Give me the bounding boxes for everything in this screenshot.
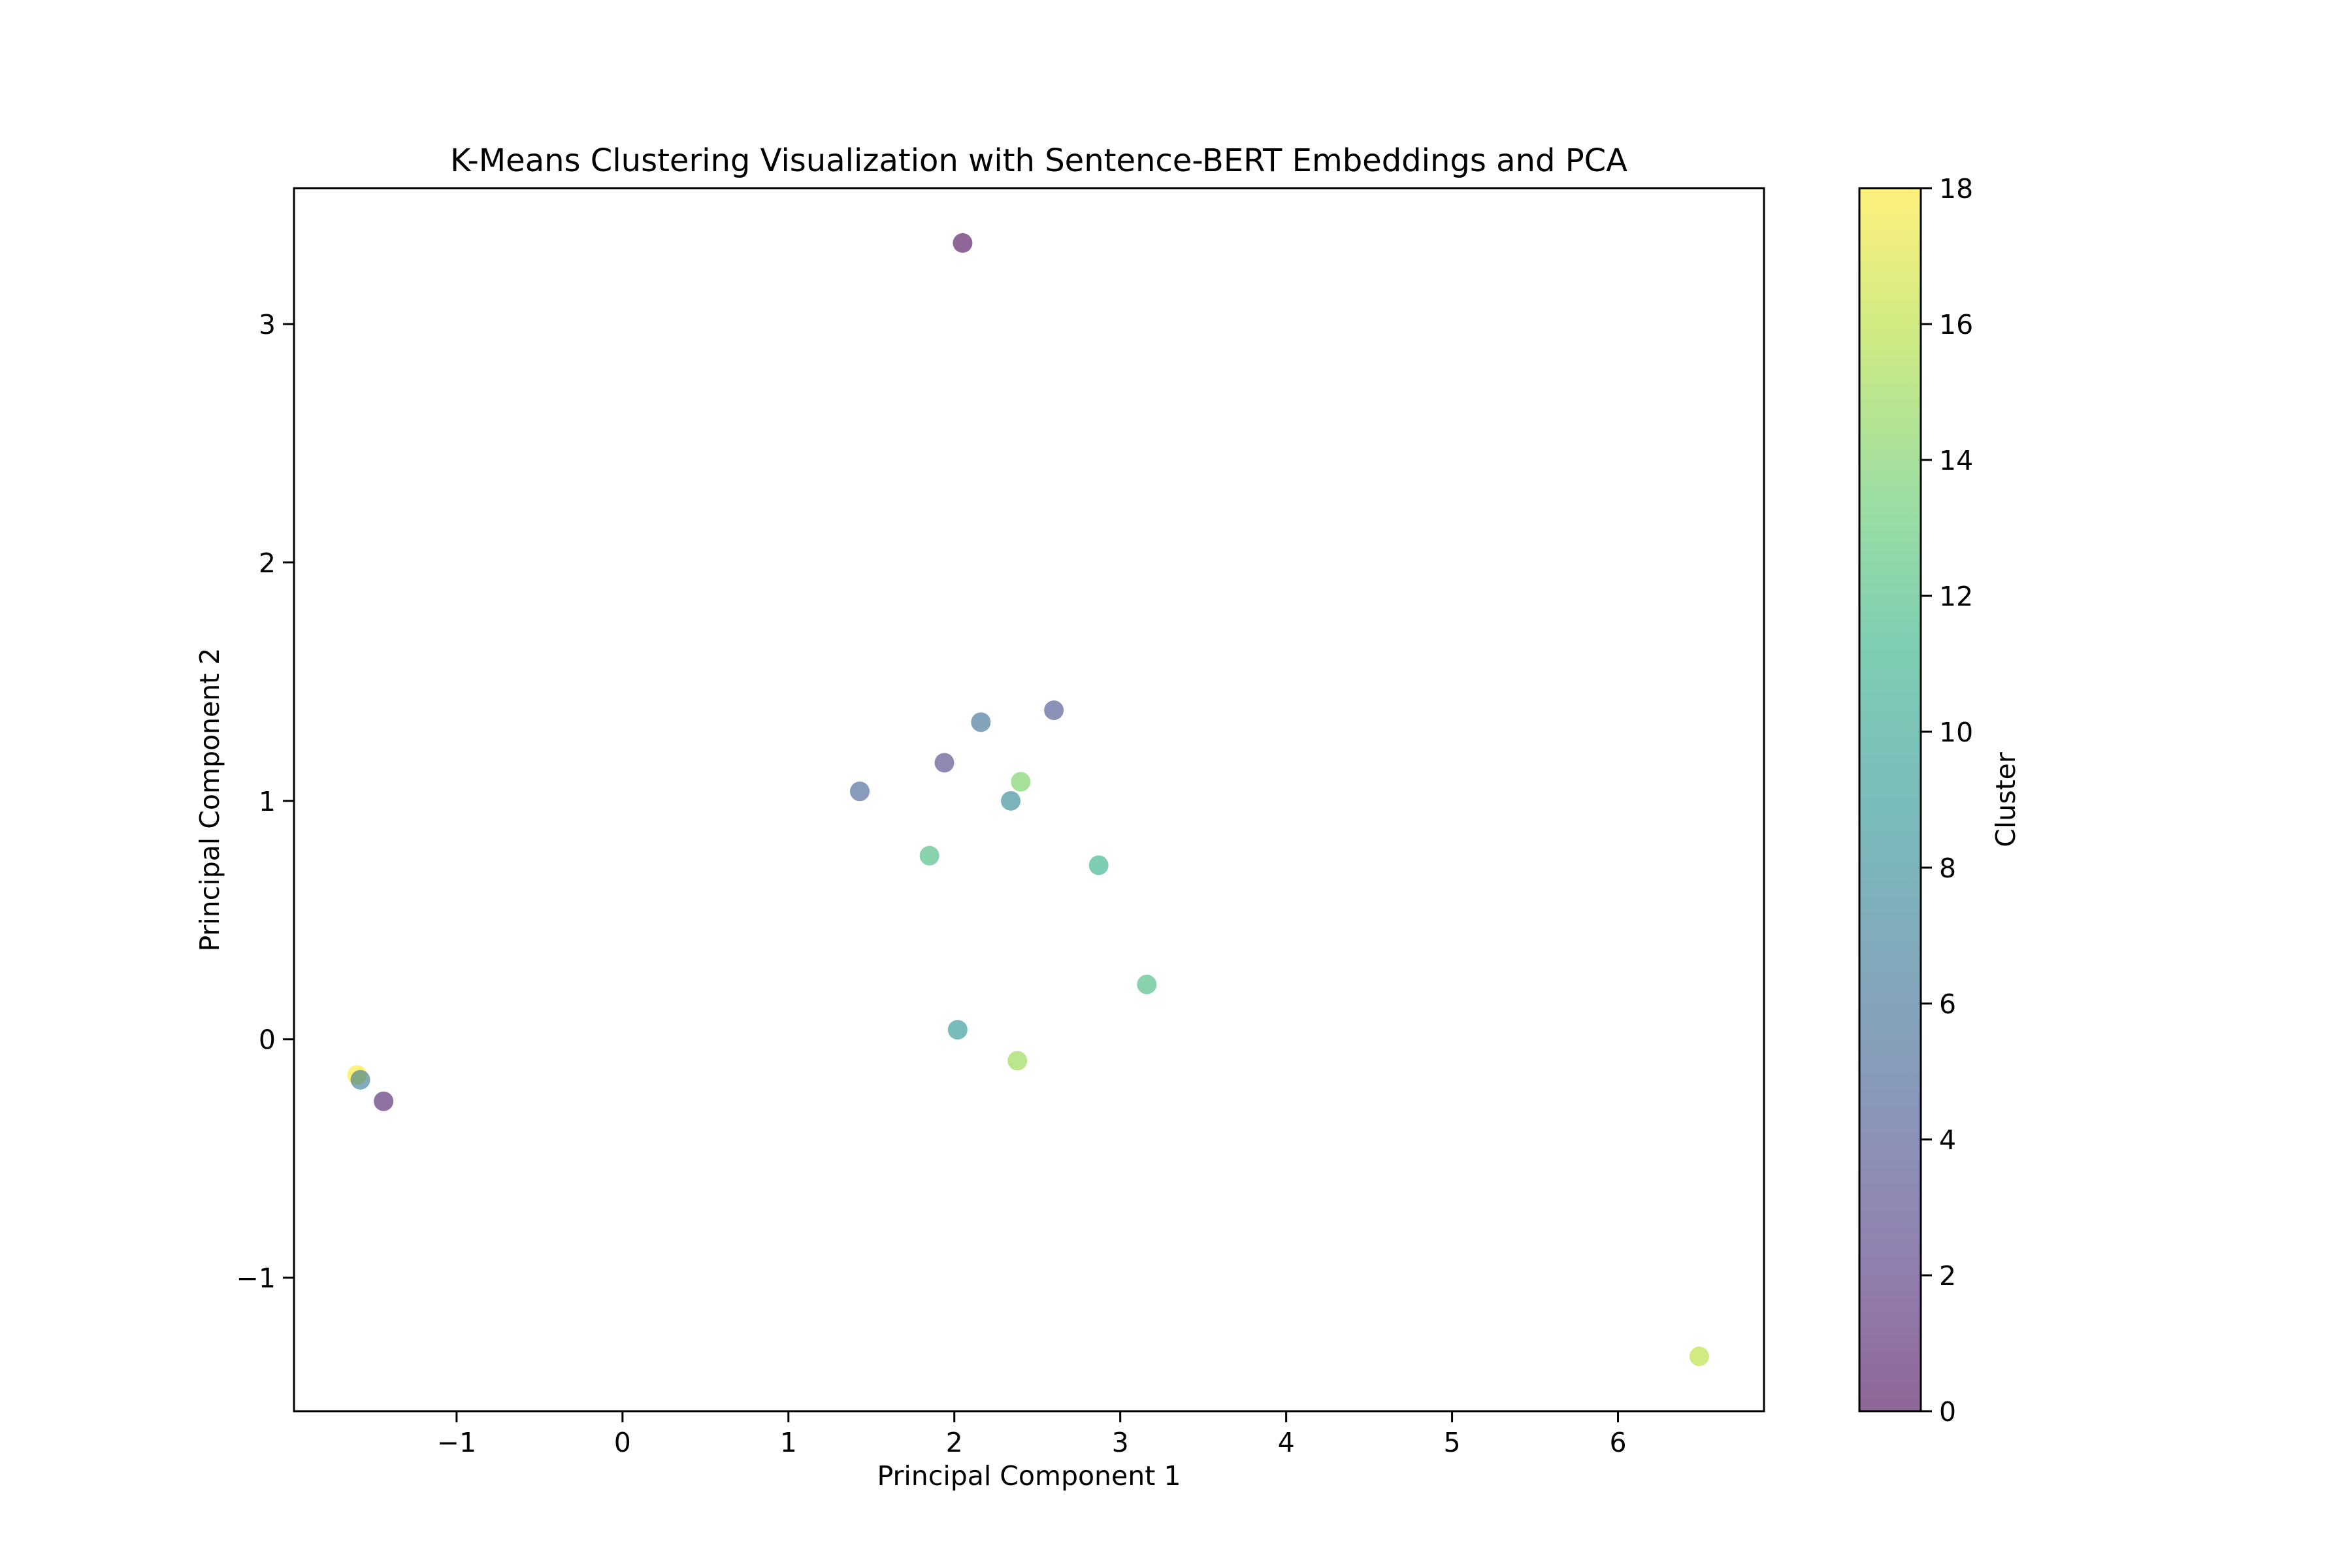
scatter-point	[919, 845, 939, 866]
scatter-point	[374, 1091, 394, 1111]
colorbar-tick-label: 0	[1939, 1396, 1956, 1428]
x-tick-label: 3	[1112, 1427, 1129, 1458]
colorbar-frame	[1858, 187, 1922, 1413]
y-tick-label: 2	[259, 547, 276, 579]
scatter-point	[1088, 855, 1109, 875]
scatter-point	[934, 753, 955, 773]
x-axis-ticks: −1 0 1 2 3 4 5 6	[437, 1411, 1627, 1458]
colorbar-tick-label: 12	[1939, 581, 1973, 612]
y-axis-label: Principal Component 2	[194, 648, 225, 952]
x-tick-label: 2	[946, 1427, 963, 1458]
x-axis-label: Principal Component 1	[877, 1460, 1181, 1492]
colorbar-tick-label: 6	[1939, 988, 1956, 1020]
colorbar: 0 2 4 6 8 10 12 14 16 18 Cluster	[1858, 173, 2021, 1428]
scatter-point	[849, 781, 870, 802]
x-tick-label: 4	[1278, 1427, 1295, 1458]
colorbar-tick-label: 8	[1939, 853, 1956, 884]
scatter-point	[1007, 1051, 1028, 1071]
scatter-point	[953, 233, 973, 253]
scatter-point	[1001, 791, 1021, 811]
scatter-point	[1689, 1347, 1709, 1367]
colorbar-ticks: 0 2 4 6 8 10 12 14 16 18	[1921, 173, 1973, 1428]
colorbar-gradient	[1859, 188, 1921, 1411]
y-tick-label: 3	[259, 309, 276, 340]
chart-title: K-Means Clustering Visualization with Se…	[450, 142, 1627, 179]
x-tick-label: 1	[780, 1427, 797, 1458]
colorbar-tick-label: 18	[1939, 173, 1973, 204]
y-tick-label: −1	[237, 1263, 276, 1294]
plot-frame	[293, 187, 1765, 1413]
scatter-points	[347, 233, 1709, 1367]
y-axis-ticks: −1 0 1 2 3	[237, 309, 294, 1294]
colorbar-label: Cluster	[1990, 752, 2021, 847]
colorbar-tick-label: 14	[1939, 445, 1973, 476]
colorbar-tick-label: 10	[1939, 717, 1973, 748]
plot-area: −1 0 1 2 3 4 5 6 −1 0 1 2 3	[237, 187, 1765, 1458]
scatter-point	[350, 1070, 370, 1090]
colorbar-tick-label: 16	[1939, 309, 1973, 340]
y-tick-label: 1	[259, 786, 276, 817]
scatter-point	[1137, 974, 1157, 994]
colorbar-tick-label: 4	[1939, 1124, 1956, 1156]
scatter-point	[1044, 700, 1064, 721]
x-tick-label: 0	[614, 1427, 631, 1458]
scatter-point	[947, 1020, 968, 1040]
colorbar-tick-label: 2	[1939, 1260, 1956, 1292]
scatter-point	[971, 712, 991, 732]
x-tick-label: 5	[1444, 1427, 1461, 1458]
x-tick-label: −1	[437, 1427, 476, 1458]
x-tick-label: 6	[1609, 1427, 1626, 1458]
y-tick-label: 0	[259, 1024, 276, 1056]
scatter-point	[1011, 772, 1031, 792]
